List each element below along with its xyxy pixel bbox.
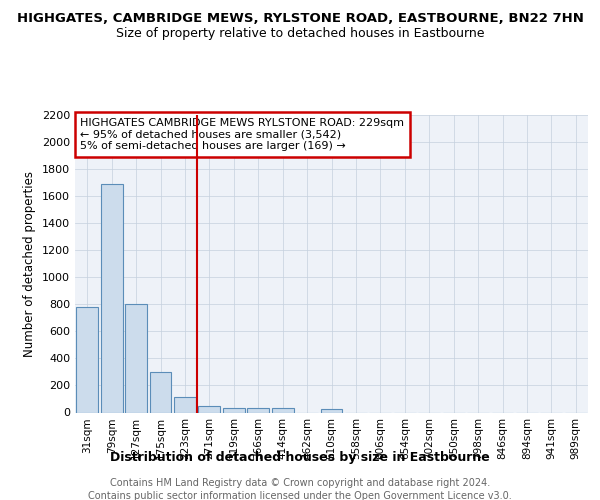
Bar — [223, 408, 245, 412]
Bar — [247, 408, 269, 412]
Y-axis label: Number of detached properties: Number of detached properties — [23, 171, 37, 357]
Bar — [101, 184, 122, 412]
Bar — [174, 397, 196, 412]
Text: Contains HM Land Registry data © Crown copyright and database right 2024.: Contains HM Land Registry data © Crown c… — [110, 478, 490, 488]
Text: HIGHGATES, CAMBRIDGE MEWS, RYLSTONE ROAD, EASTBOURNE, BN22 7HN: HIGHGATES, CAMBRIDGE MEWS, RYLSTONE ROAD… — [17, 12, 583, 26]
Bar — [76, 307, 98, 412]
Text: Size of property relative to detached houses in Eastbourne: Size of property relative to detached ho… — [116, 28, 484, 40]
Bar — [125, 304, 147, 412]
Text: HIGHGATES CAMBRIDGE MEWS RYLSTONE ROAD: 229sqm
← 95% of detached houses are smal: HIGHGATES CAMBRIDGE MEWS RYLSTONE ROAD: … — [80, 118, 404, 151]
Bar — [320, 409, 343, 412]
Bar — [199, 406, 220, 412]
Text: Contains public sector information licensed under the Open Government Licence v3: Contains public sector information licen… — [88, 491, 512, 500]
Bar — [272, 408, 293, 412]
Bar — [149, 372, 172, 412]
Text: Distribution of detached houses by size in Eastbourne: Distribution of detached houses by size … — [110, 451, 490, 464]
